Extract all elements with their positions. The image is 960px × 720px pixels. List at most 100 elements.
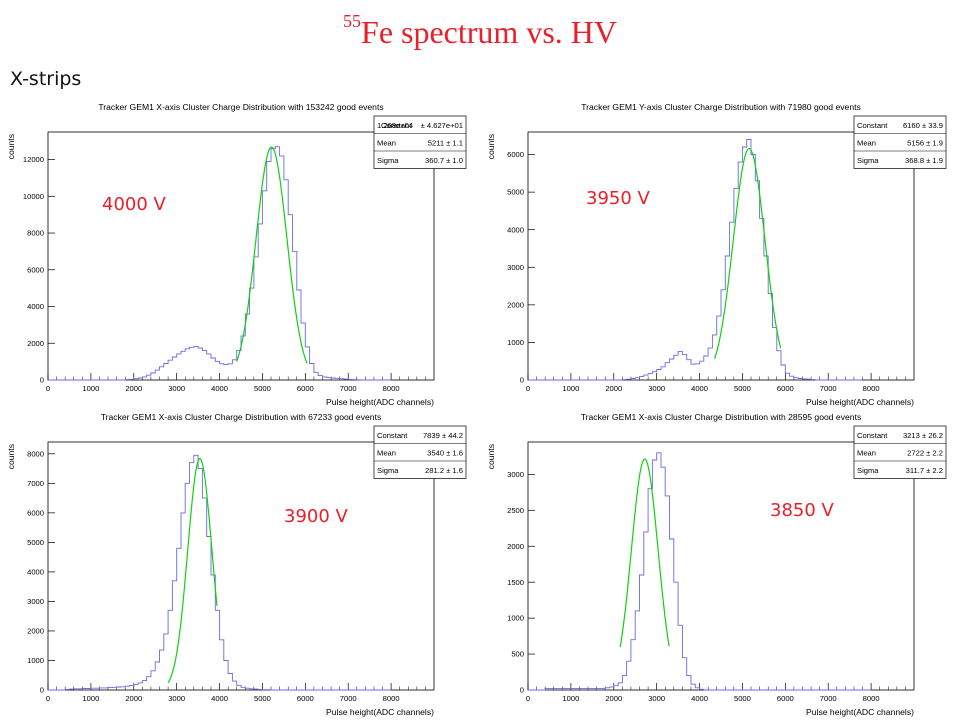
stats-value: 368.8 ± 1.9 xyxy=(905,156,943,165)
stats-box-frame xyxy=(853,115,947,169)
y-tick-label: 3000 xyxy=(507,263,524,272)
x-tick-label: 1000 xyxy=(562,694,579,703)
spectrum-panel-3850v: Tracker GEM1 X-axis Cluster Charge Distr… xyxy=(486,408,954,718)
x-tick-label: 7000 xyxy=(340,384,357,393)
y-tick-label: 0 xyxy=(40,686,44,695)
stats-value: 311.7 ± 2.2 xyxy=(906,466,943,475)
stats-box: Constant 3213 ± 26.2 Mean 2722 ± 2.2 Sigma 31… xyxy=(853,425,947,479)
x-tick-label: 1000 xyxy=(562,384,579,393)
slide-title: 55Fe spectrum vs. HV xyxy=(0,11,960,51)
y-tick-label: 2500 xyxy=(507,506,524,515)
x-tick-label: 2000 xyxy=(125,694,142,703)
stats-value: 7839 ± 44.2 xyxy=(423,431,463,440)
x-tick-label: 0 xyxy=(46,694,50,703)
chart-title: Tracker GEM1 X-axis Cluster Charge Distr… xyxy=(101,412,382,422)
stats-value: 5211 ± 1.1 xyxy=(428,139,463,148)
x-tick-label: 3000 xyxy=(168,384,185,393)
stats-name: Sigma xyxy=(857,466,879,475)
x-tick-label: 7000 xyxy=(820,694,837,703)
y-tick-label: 5000 xyxy=(27,538,44,547)
stats-value: 3213 ± 26.2 xyxy=(903,431,943,440)
stats-name: Mean xyxy=(377,449,396,458)
y-tick-label: 3000 xyxy=(507,470,524,479)
hv-label: 3900 V xyxy=(284,506,348,527)
y-tick-label: 0 xyxy=(520,686,524,695)
histogram-series xyxy=(48,146,392,381)
chart-title: Tracker GEM1 X-axis Cluster Charge Distr… xyxy=(581,412,862,422)
x-tick-label: 7000 xyxy=(820,384,837,393)
stats-name: Mean xyxy=(857,449,876,458)
y-tick-label: 1000 xyxy=(507,614,524,623)
chart-title: Tracker GEM1 Y-axis Cluster Charge Distr… xyxy=(581,102,861,112)
stats-box: Constant 7839 ± 44.2 Mean 3540 ± 1.6 Sigma 28… xyxy=(373,425,467,479)
stats-value: 6160 ± 33.9 xyxy=(903,121,943,130)
x-tick-label: 7000 xyxy=(340,694,357,703)
x-tick-label: 1000 xyxy=(82,384,99,393)
title-superscript: 55 xyxy=(343,11,362,32)
spectrum-panel-4000v: Tracker GEM1 X-axis Cluster Charge Distr… xyxy=(6,98,474,408)
y-tick-label: 2000 xyxy=(27,339,44,348)
plot-frame xyxy=(47,131,435,381)
y-axis-label: counts xyxy=(6,444,16,469)
x-tick-label: 8000 xyxy=(863,384,880,393)
y-tick-label: 0 xyxy=(40,376,44,385)
x-tick-label: 6000 xyxy=(297,694,314,703)
stats-value: ± 4.627e+01 xyxy=(421,121,463,130)
plot-frame xyxy=(527,441,915,691)
stats-name: Sigma xyxy=(377,156,399,165)
x-tick-label: 3000 xyxy=(648,694,665,703)
title-text: Fe spectrum vs. HV xyxy=(361,14,617,50)
x-tick-label: 4000 xyxy=(691,694,708,703)
histogram-series xyxy=(528,139,863,381)
spectrum-chart: Tracker GEM1 X-axis Cluster Charge Distr… xyxy=(6,412,467,717)
stats-name: Sigma xyxy=(377,466,399,475)
stats-box: 1.268e+04 ± 4.627e+01 Mean 5211 ± 1.1 Sigma 3… xyxy=(373,115,467,169)
stats-value: 5156 ± 1.9 xyxy=(907,139,943,148)
stats-value: 360.7 ± 1.0 xyxy=(425,156,463,165)
gaussian-fit-line xyxy=(619,458,670,648)
stats-value: 281.2 ± 1.6 xyxy=(425,466,463,475)
y-tick-label: 2000 xyxy=(507,542,524,551)
y-tick-label: 2000 xyxy=(507,300,524,309)
x-tick-label: 8000 xyxy=(383,694,400,703)
hv-label: 4000 V xyxy=(102,194,166,215)
hv-label: 3850 V xyxy=(770,500,834,521)
y-tick-label: 6000 xyxy=(507,150,524,159)
stats-name: Constant xyxy=(857,121,888,130)
stats-overlay-text: Constant xyxy=(381,121,412,130)
x-tick-label: 4000 xyxy=(211,694,228,703)
y-tick-label: 0 xyxy=(520,376,524,385)
x-axis-label: Pulse height(ADC channels) xyxy=(326,397,434,407)
y-tick-label: 12000 xyxy=(23,155,44,164)
histogram-series xyxy=(48,454,392,691)
spectrum-chart: Tracker GEM1 X-axis Cluster Charge Distr… xyxy=(486,412,947,717)
stats-name: Constant xyxy=(857,431,888,440)
x-tick-label: 4000 xyxy=(211,384,228,393)
y-tick-label: 1500 xyxy=(507,578,524,587)
x-tick-label: 2000 xyxy=(125,384,142,393)
y-axis-label: counts xyxy=(6,134,16,159)
stats-name: 1.268e+04 xyxy=(377,121,413,130)
stats-name: Mean xyxy=(857,139,876,148)
y-tick-label: 4000 xyxy=(27,568,44,577)
stats-name: Mean xyxy=(377,139,396,148)
stats-box-frame xyxy=(373,115,467,169)
x-tick-label: 2000 xyxy=(605,694,622,703)
stats-box-frame xyxy=(853,425,947,479)
y-tick-label: 5000 xyxy=(507,188,524,197)
x-tick-label: 6000 xyxy=(297,384,314,393)
stats-value: 3540 ± 1.6 xyxy=(427,449,463,458)
x-tick-label: 0 xyxy=(526,384,530,393)
y-tick-label: 6000 xyxy=(27,508,44,517)
y-tick-label: 6000 xyxy=(27,265,44,274)
x-tick-label: 4000 xyxy=(691,384,708,393)
histogram-series xyxy=(528,452,872,691)
y-tick-label: 1000 xyxy=(27,656,44,665)
y-tick-label: 8000 xyxy=(27,449,44,458)
spectrum-chart: Tracker GEM1 Y-axis Cluster Charge Distr… xyxy=(486,102,947,407)
stats-box: Constant 6160 ± 33.9 Mean 5156 ± 1.9 Sigma 36… xyxy=(853,115,947,169)
spectrum-panel-3950v: Tracker GEM1 Y-axis Cluster Charge Distr… xyxy=(486,98,954,408)
gaussian-fit-line xyxy=(236,146,308,364)
x-tick-label: 1000 xyxy=(82,694,99,703)
stats-value: 2722 ± 2.2 xyxy=(907,449,943,458)
